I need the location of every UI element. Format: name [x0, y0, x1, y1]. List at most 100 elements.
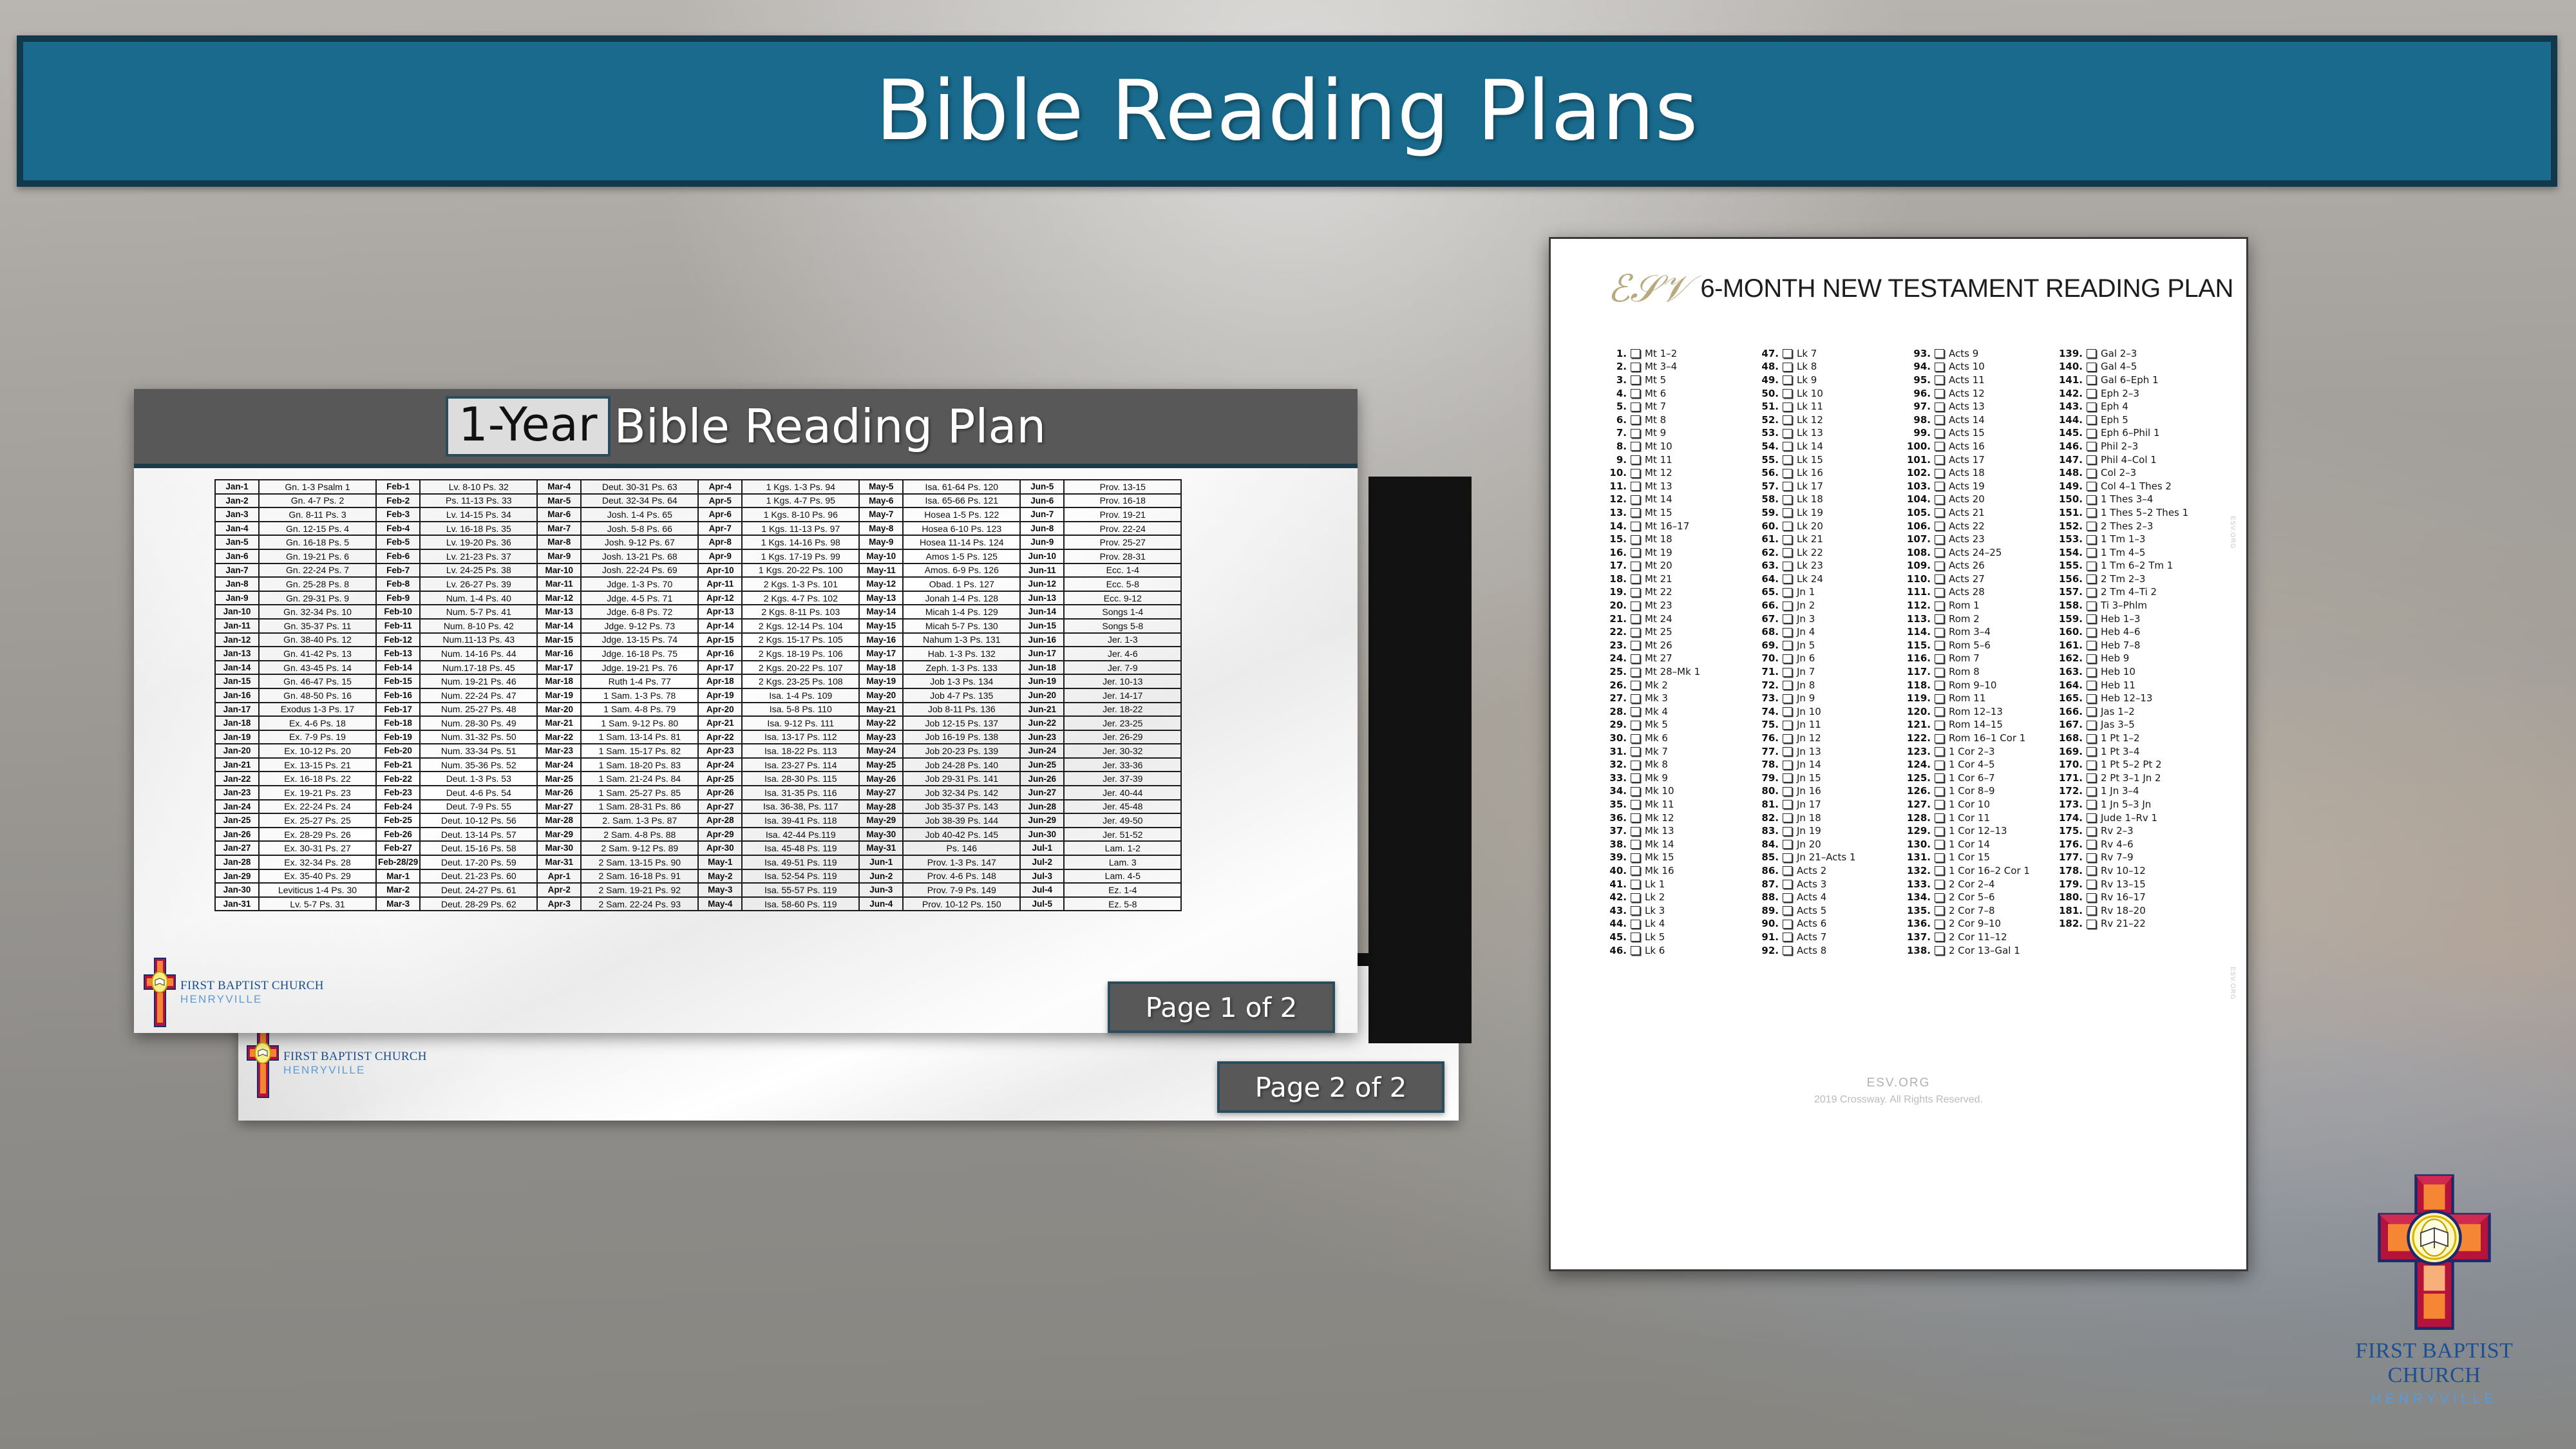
checkbox-icon[interactable]	[1783, 349, 1792, 359]
list-item[interactable]: 66. Jn 2	[1748, 599, 1900, 612]
list-item[interactable]: 71. Jn 7	[1748, 665, 1900, 679]
checkbox-icon[interactable]	[1631, 548, 1640, 558]
list-item[interactable]: 145. Eph 6–Phil 1	[2052, 427, 2204, 440]
checkbox-icon[interactable]	[1935, 415, 1944, 425]
list-item[interactable]: 70. Jn 6	[1748, 652, 1900, 666]
checkbox-icon[interactable]	[1631, 734, 1640, 743]
checkbox-icon[interactable]	[1935, 694, 1944, 703]
checkbox-icon[interactable]	[1631, 760, 1640, 770]
checkbox-icon[interactable]	[2087, 375, 2096, 385]
list-item[interactable]: 96. Acts 12	[1900, 387, 2052, 401]
checkbox-icon[interactable]	[1631, 933, 1640, 942]
checkbox-icon[interactable]	[1935, 455, 1944, 465]
checkbox-icon[interactable]	[1783, 786, 1792, 796]
checkbox-icon[interactable]	[1631, 919, 1640, 929]
list-item[interactable]: 106. Acts 22	[1900, 520, 2052, 533]
list-item[interactable]: 17. Mt 20	[1596, 560, 1748, 573]
checkbox-icon[interactable]	[1783, 389, 1792, 399]
list-item[interactable]: 73. Jn 9	[1748, 692, 1900, 705]
list-item[interactable]: 36. Mk 12	[1596, 811, 1748, 825]
checkbox-icon[interactable]	[2087, 786, 2096, 796]
list-item[interactable]: 22. Mt 25	[1596, 625, 1748, 639]
list-item[interactable]: 165. Heb 12–13	[2052, 692, 2204, 705]
checkbox-icon[interactable]	[2087, 906, 2096, 916]
checkbox-icon[interactable]	[1935, 389, 1944, 399]
list-item[interactable]: 30. Mk 6	[1596, 732, 1748, 745]
checkbox-icon[interactable]	[2087, 641, 2096, 650]
checkbox-icon[interactable]	[1631, 587, 1640, 597]
list-item[interactable]: 64. Lk 24	[1748, 573, 1900, 586]
list-item[interactable]: 102. Acts 18	[1900, 466, 2052, 480]
list-item[interactable]: 39. Mk 15	[1596, 851, 1748, 865]
checkbox-icon[interactable]	[2087, 813, 2096, 823]
list-item[interactable]: 143. Eph 4	[2052, 400, 2204, 413]
list-item[interactable]: 14. Mt 16–17	[1596, 520, 1748, 533]
checkbox-icon[interactable]	[1935, 933, 1944, 942]
checkbox-icon[interactable]	[1783, 561, 1792, 571]
checkbox-icon[interactable]	[2087, 893, 2096, 902]
checkbox-icon[interactable]	[1935, 840, 1944, 849]
list-item[interactable]: 24. Mt 27	[1596, 652, 1748, 666]
list-item[interactable]: 177. Rv 7–9	[2052, 851, 2204, 865]
checkbox-icon[interactable]	[1783, 522, 1792, 531]
list-item[interactable]: 25. Mt 28–Mk 1	[1596, 665, 1748, 679]
list-item[interactable]: 149. Col 4–1 Thes 2	[2052, 480, 2204, 493]
checkbox-icon[interactable]	[1783, 933, 1792, 942]
checkbox-icon[interactable]	[1783, 694, 1792, 703]
checkbox-icon[interactable]	[1935, 747, 1944, 757]
list-item[interactable]: 84. Jn 20	[1748, 838, 1900, 851]
checkbox-icon[interactable]	[1783, 548, 1792, 558]
checkbox-icon[interactable]	[1935, 667, 1944, 677]
list-item[interactable]: 117. Rom 8	[1900, 665, 2052, 679]
checkbox-icon[interactable]	[1631, 800, 1640, 810]
list-item[interactable]: 155. 1 Tm 6–2 Tm 1	[2052, 560, 2204, 573]
checkbox-icon[interactable]	[1783, 654, 1792, 663]
list-item[interactable]: 4. Mt 6	[1596, 387, 1748, 401]
checkbox-icon[interactable]	[1935, 760, 1944, 770]
list-item[interactable]: 62. Lk 22	[1748, 546, 1900, 560]
checkbox-icon[interactable]	[1783, 893, 1792, 902]
checkbox-icon[interactable]	[2087, 654, 2096, 663]
checkbox-icon[interactable]	[2087, 826, 2096, 836]
checkbox-icon[interactable]	[2087, 495, 2096, 504]
list-item[interactable]: 43. Lk 3	[1596, 904, 1748, 918]
checkbox-icon[interactable]	[1783, 428, 1792, 438]
checkbox-icon[interactable]	[1631, 535, 1640, 544]
list-item[interactable]: 142. Eph 2–3	[2052, 387, 2204, 401]
list-item[interactable]: 91. Acts 7	[1748, 931, 1900, 944]
checkbox-icon[interactable]	[2087, 734, 2096, 743]
list-item[interactable]: 32. Mk 8	[1596, 758, 1748, 772]
checkbox-icon[interactable]	[2087, 428, 2096, 438]
list-item[interactable]: 104. Acts 20	[1900, 493, 2052, 507]
list-item[interactable]: 166. Jas 1–2	[2052, 705, 2204, 719]
checkbox-icon[interactable]	[1631, 415, 1640, 425]
one-year-plan-page1[interactable]: 1-Year Bible Reading Plan Jan-1 Gn. 1-3 P…	[134, 389, 1358, 1033]
checkbox-icon[interactable]	[1783, 760, 1792, 770]
checkbox-icon[interactable]	[1935, 641, 1944, 650]
list-item[interactable]: 101. Acts 17	[1900, 453, 2052, 467]
list-item[interactable]: 103. Acts 19	[1900, 480, 2052, 493]
list-item[interactable]: 31. Mk 7	[1596, 745, 1748, 759]
list-item[interactable]: 124. 1 Cor 4–5	[1900, 758, 2052, 772]
checkbox-icon[interactable]	[1783, 773, 1792, 783]
list-item[interactable]: 88. Acts 4	[1748, 891, 1900, 904]
checkbox-icon[interactable]	[1783, 442, 1792, 451]
checkbox-icon[interactable]	[1935, 495, 1944, 504]
list-item[interactable]: 173. 1 Jn 5–3 Jn	[2052, 798, 2204, 811]
checkbox-icon[interactable]	[1631, 826, 1640, 836]
list-item[interactable]: 79. Jn 15	[1748, 772, 1900, 785]
list-item[interactable]: 161. Heb 7–8	[2052, 639, 2204, 652]
checkbox-icon[interactable]	[1631, 402, 1640, 412]
list-item[interactable]: 151. 1 Thes 5–2 Thes 1	[2052, 506, 2204, 520]
list-item[interactable]: 162. Heb 9	[2052, 652, 2204, 666]
list-item[interactable]: 180. Rv 16–17	[2052, 891, 2204, 904]
checkbox-icon[interactable]	[1783, 627, 1792, 637]
list-item[interactable]: 168. 1 Pt 1–2	[2052, 732, 2204, 745]
list-item[interactable]: 42. Lk 2	[1596, 891, 1748, 904]
checkbox-icon[interactable]	[2087, 601, 2096, 611]
checkbox-icon[interactable]	[1631, 667, 1640, 677]
list-item[interactable]: 33. Mk 9	[1596, 772, 1748, 785]
checkbox-icon[interactable]	[2087, 587, 2096, 597]
checkbox-icon[interactable]	[1783, 375, 1792, 385]
checkbox-icon[interactable]	[1631, 946, 1640, 956]
